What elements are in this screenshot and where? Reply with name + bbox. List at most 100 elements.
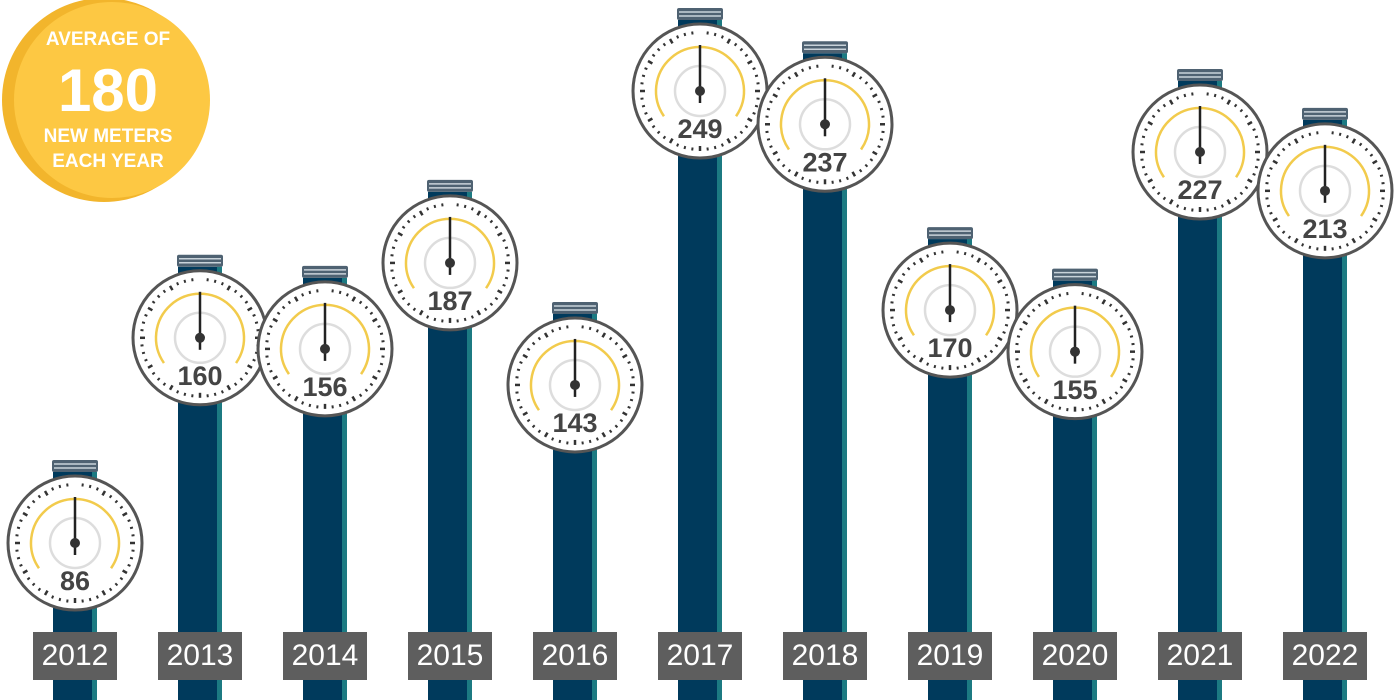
gauge-tick xyxy=(1340,246,1341,249)
pipe-cap xyxy=(427,180,473,192)
gauge-tick xyxy=(434,318,435,321)
pipe-cap xyxy=(552,302,598,314)
chart: 8616015618714324923717015522721320122013… xyxy=(0,0,1398,700)
gauge-tick xyxy=(847,69,848,72)
gauge-hub xyxy=(570,380,580,390)
value-label: 143 xyxy=(552,408,597,438)
gauge-tick xyxy=(90,485,91,488)
x-tick-label: 2018 xyxy=(792,639,859,672)
gauge-tick xyxy=(215,280,216,283)
gauge-tick xyxy=(684,33,685,36)
value-label: 213 xyxy=(1302,214,1347,244)
gauge-tick xyxy=(1380,175,1383,176)
gauge-tick xyxy=(1017,366,1020,367)
gauge-tick xyxy=(895,332,898,333)
gauge-tick xyxy=(380,364,383,365)
gauge-tick xyxy=(434,205,435,208)
gauge-hub xyxy=(695,86,705,96)
gauge-tick xyxy=(97,596,98,599)
gauge-tick xyxy=(878,101,881,102)
gauge-tick xyxy=(309,291,310,294)
gauge-hub xyxy=(820,119,830,129)
gauge-tick xyxy=(17,527,20,528)
gauge-tick xyxy=(802,69,803,72)
gauge-tick xyxy=(934,252,935,255)
pipe-cap xyxy=(1177,69,1223,81)
gauge-tick xyxy=(1302,135,1303,138)
gauge-tick xyxy=(142,353,145,354)
gauge-tick xyxy=(645,113,648,114)
gauge-tick xyxy=(347,293,348,296)
gauge-tick xyxy=(552,330,553,333)
value-label: 156 xyxy=(302,372,347,402)
gauge-tick xyxy=(340,404,341,407)
gauge-tick xyxy=(753,113,756,114)
gauge-tick xyxy=(895,287,898,288)
meter-column: 187 xyxy=(383,180,517,700)
gauge-tick xyxy=(972,255,973,258)
gauge-tick xyxy=(1130,366,1133,367)
gauge-tick xyxy=(630,369,633,370)
meter-column: 237 xyxy=(758,41,892,700)
gauge-tick xyxy=(1380,206,1383,207)
gauge-tick xyxy=(1059,407,1060,410)
gauge-tick xyxy=(517,400,520,401)
badge-top: AVERAGE OF xyxy=(46,29,170,50)
gauge-tick xyxy=(215,393,216,396)
gauge-tick xyxy=(1003,332,1006,333)
gauge-tick xyxy=(1003,287,1006,288)
meter-column: 249 xyxy=(633,8,767,700)
value-label: 160 xyxy=(177,361,222,391)
gauge-tick xyxy=(1253,129,1256,130)
gauge-tick xyxy=(465,318,466,321)
x-tick-label: 2016 xyxy=(542,639,609,672)
gauge-tick xyxy=(880,139,883,140)
gauge-tick xyxy=(597,330,598,333)
value-label: 155 xyxy=(1052,375,1097,405)
pipe-cap xyxy=(302,266,348,278)
gauge-hub xyxy=(70,538,80,548)
gauge-tick xyxy=(472,207,473,210)
gauge-tick xyxy=(395,240,398,241)
gauge-tick xyxy=(1090,294,1091,297)
meter-column: 213 xyxy=(1258,108,1392,700)
gauge-tick xyxy=(767,109,770,110)
x-tick-label: 2019 xyxy=(917,639,984,672)
gauge-tick xyxy=(302,293,303,296)
x-tick-label: 2017 xyxy=(667,639,734,672)
value-label: 227 xyxy=(1177,175,1222,205)
meter-column: 170 xyxy=(883,227,1017,700)
gauge-tick xyxy=(505,247,508,248)
gauge-tick xyxy=(17,558,20,559)
gauge-tick xyxy=(1215,207,1216,210)
gauge-tick xyxy=(145,360,148,361)
gauge-tick xyxy=(770,146,773,147)
meter-column: 227 xyxy=(1133,69,1267,700)
gauge-tick xyxy=(684,146,685,149)
gauge-tick xyxy=(184,393,185,396)
gauge-tick xyxy=(52,488,53,491)
gauge-tick xyxy=(517,369,520,370)
gauge-tick xyxy=(1090,407,1091,410)
gauge-tick xyxy=(809,179,810,182)
pipe-cap xyxy=(177,255,223,267)
gauge-tick xyxy=(1130,336,1133,337)
gauge-tick xyxy=(767,139,770,140)
gauge-tick xyxy=(1005,325,1008,326)
gauge-tick xyxy=(503,285,506,286)
gauge-tick xyxy=(142,322,145,323)
gauge-tick xyxy=(465,205,466,208)
gauge-tick xyxy=(809,66,810,69)
gauge-tick xyxy=(1309,246,1310,249)
gauge-hub xyxy=(320,344,330,354)
value-label: 187 xyxy=(427,286,472,316)
gauge-tick xyxy=(1059,294,1060,297)
gauge-tick xyxy=(1142,136,1145,137)
x-tick-label: 2013 xyxy=(167,639,234,672)
gauge-tick xyxy=(1177,97,1178,100)
gauge-tick xyxy=(1255,167,1258,168)
gauge-tick xyxy=(222,282,223,285)
gauge-tick xyxy=(880,109,883,110)
gauge-tick xyxy=(1142,167,1145,168)
gauge-tick xyxy=(52,596,53,599)
